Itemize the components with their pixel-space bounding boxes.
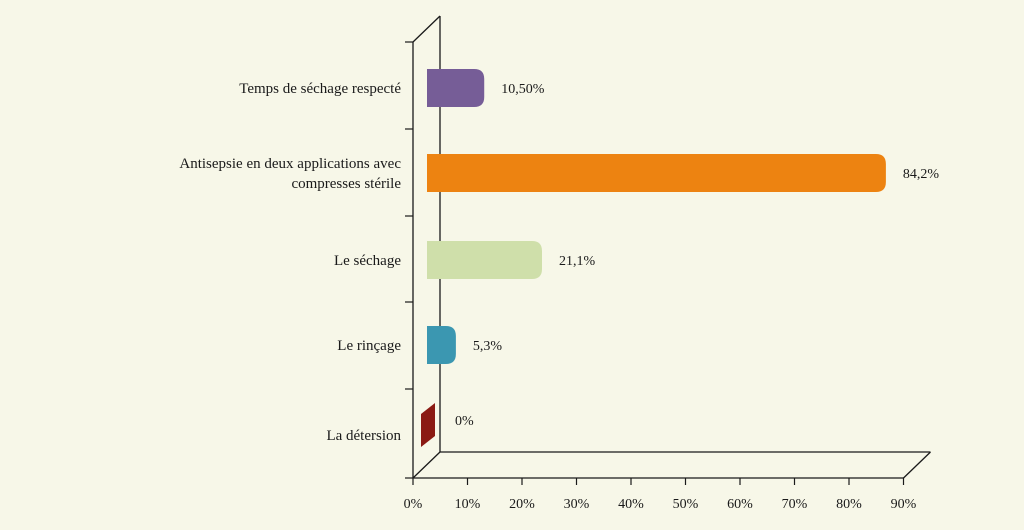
bar-value-label: 10,50%	[501, 82, 544, 97]
floor-right-line	[903, 451, 931, 479]
chart-axes: 0% 10% 20% 30% 40% 50% 60% 70% 80% 90%	[404, 15, 931, 512]
bar	[421, 403, 435, 447]
x-tick-label: 60%	[727, 497, 753, 512]
bar-value-label: 21,1%	[559, 254, 596, 269]
bar	[427, 69, 485, 107]
top-depth-line	[412, 15, 441, 43]
bar-value-label: 5,3%	[473, 339, 503, 354]
bar	[427, 241, 542, 279]
x-tick-label: 10%	[455, 497, 481, 512]
bar	[427, 154, 886, 192]
chart-bars	[421, 69, 886, 447]
chart-labels: 10,50% Temps de séchage respecté 84,2% Anti…	[179, 81, 939, 444]
category-label: Le séchage	[334, 253, 401, 269]
x-tick-label: 90%	[891, 497, 917, 512]
x-tick-label: 0%	[404, 497, 423, 512]
category-label: compresses stérile	[291, 176, 401, 192]
origin-depth-line	[412, 451, 441, 479]
bar-value-label: 0%	[455, 414, 474, 429]
category-label: La détersion	[326, 428, 401, 444]
x-tick-label: 80%	[836, 497, 862, 512]
category-label: Le rinçage	[337, 338, 401, 354]
bar	[427, 326, 456, 364]
category-label: Antisepsie en deux applications avec	[179, 156, 401, 172]
x-tick-label: 40%	[618, 497, 644, 512]
x-tick-label: 50%	[673, 497, 699, 512]
x-tick-label: 20%	[509, 497, 535, 512]
bar-value-label: 84,2%	[903, 167, 940, 182]
x-tick-label: 70%	[782, 497, 808, 512]
category-label: Temps de séchage respecté	[239, 81, 401, 97]
x-tick-label: 30%	[564, 497, 590, 512]
